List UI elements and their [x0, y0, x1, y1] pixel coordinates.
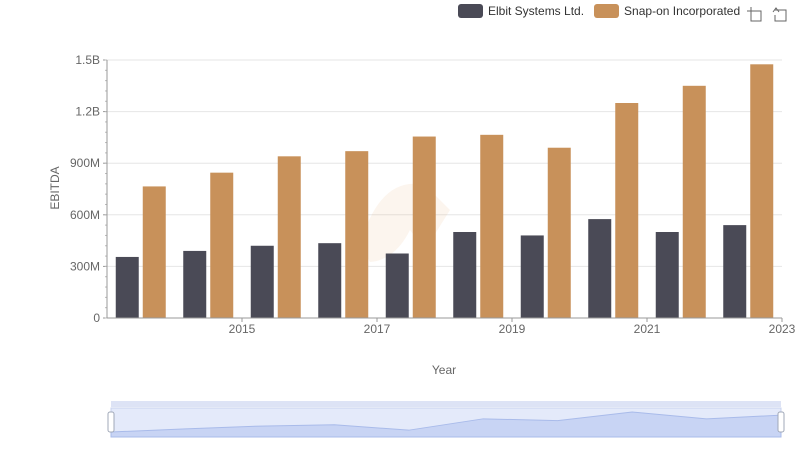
legend: Elbit Systems Ltd. Snap-on Incorporated	[458, 4, 740, 18]
bar-snapon-2021	[615, 103, 639, 318]
y-tick-label: 600M	[70, 208, 100, 222]
bar-elbit-2023	[723, 225, 747, 318]
bar-elbit-2021	[588, 219, 612, 318]
bar-snapon-2022	[682, 85, 706, 318]
y-tick-label: 900M	[70, 156, 100, 170]
bars	[115, 64, 774, 318]
legend-label-elbit: Elbit Systems Ltd.	[488, 4, 585, 18]
x-tick-label: 2023	[769, 322, 796, 336]
watermark-logo	[360, 183, 450, 262]
bar-snapon-2015	[210, 172, 234, 318]
zoom-handle-right[interactable]	[777, 411, 785, 433]
zoom-handle-left[interactable]	[107, 411, 115, 433]
bar-snapon-2017	[345, 151, 369, 318]
x-tick-label: 2019	[499, 322, 526, 336]
y-axis-label: EBITDA	[48, 166, 62, 209]
bar-elbit-2016	[250, 245, 274, 318]
bar-elbit-2017	[318, 243, 342, 318]
y-tick-label: 0	[93, 311, 100, 325]
bar-snapon-2014	[142, 186, 166, 318]
toolbox	[746, 6, 788, 22]
bar-snapon-2023	[750, 64, 774, 318]
x-tick-label: 2015	[229, 322, 256, 336]
bar-elbit-2015	[183, 250, 207, 318]
grid-lines	[107, 59, 782, 267]
data-zoom-slider[interactable]	[107, 401, 785, 438]
legend-swatch-snapon	[594, 4, 620, 18]
legend-label-snapon: Snap-on Incorporated	[624, 4, 741, 18]
bar-elbit-2020	[520, 235, 544, 318]
legend-swatch-elbit	[458, 4, 483, 18]
y-tick-label: 300M	[70, 259, 100, 273]
restore-icon[interactable]	[772, 6, 788, 22]
bar-snapon-2018	[412, 136, 436, 318]
bar-elbit-2018	[385, 253, 409, 318]
x-axis-label: Year	[432, 363, 456, 377]
legend-item-elbit[interactable]: Elbit Systems Ltd.	[458, 4, 584, 18]
zoom-icon[interactable]	[746, 6, 762, 22]
x-tick-label: 2021	[634, 322, 661, 336]
bar-snapon-2019	[480, 134, 504, 318]
bar-snapon-2020	[547, 147, 571, 318]
zoom-top-bar	[111, 401, 781, 407]
bar-elbit-2014	[115, 256, 139, 318]
y-tick-label: 1.5B	[75, 53, 100, 67]
axes: 0 300M 600M 900M 1.2B 1.5B 2015 2017 2019 2021 202…	[70, 53, 796, 336]
x-tick-label: 2017	[364, 322, 391, 336]
legend-item-snapon[interactable]: Snap-on Incorporated	[594, 4, 740, 18]
bar-snapon-2016	[277, 156, 301, 318]
y-tick-label: 1.2B	[75, 105, 100, 119]
bar-elbit-2022	[655, 232, 679, 318]
bar-elbit-2019	[453, 232, 477, 318]
